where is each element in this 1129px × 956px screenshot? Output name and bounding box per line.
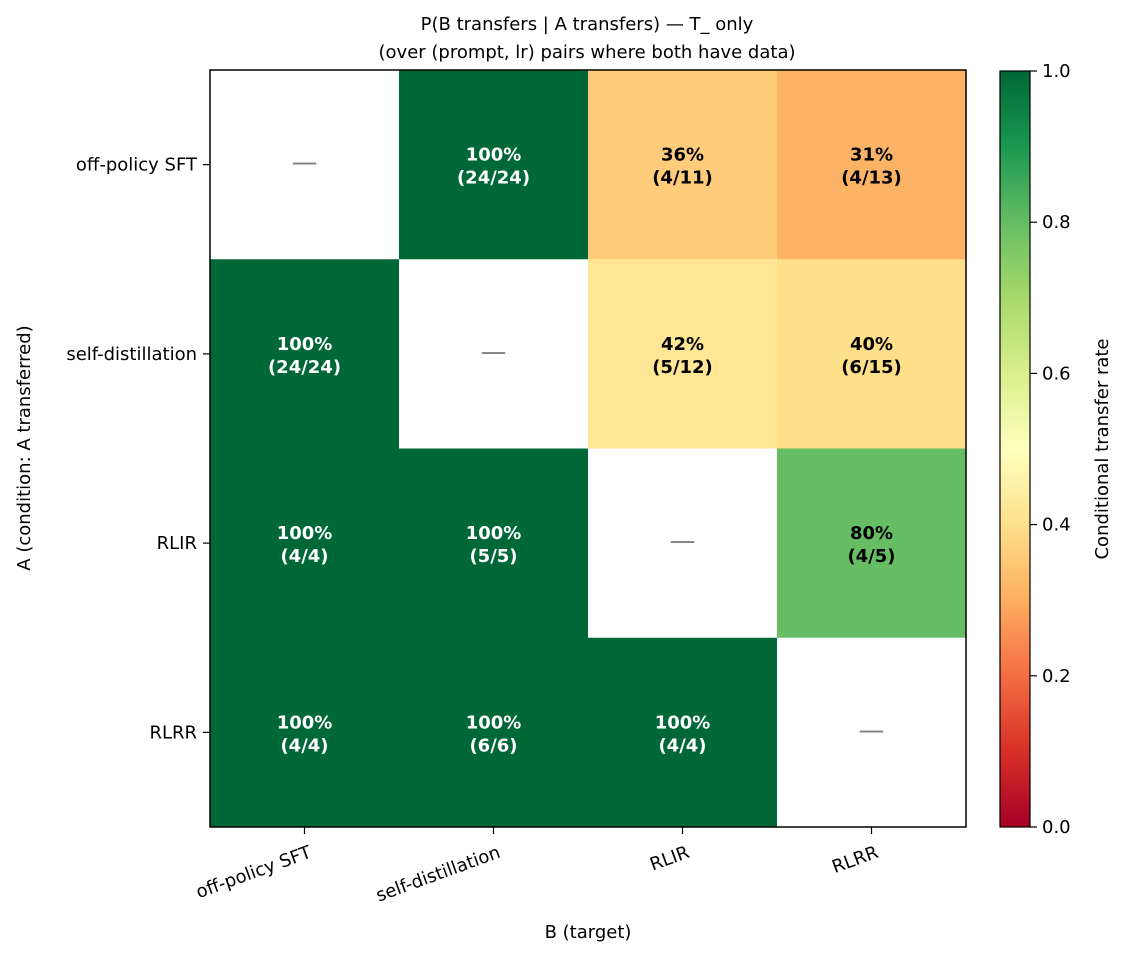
diagonal-mark-r1-c1: —	[481, 337, 507, 367]
cell-fraction-label: (4/5)	[847, 546, 895, 567]
plot-frame	[209, 69, 967, 828]
cell-percent-label: 100%	[466, 145, 522, 166]
x-tick-label: self-distillation	[373, 842, 503, 906]
cell-fraction-label: (4/4)	[280, 546, 328, 567]
cell-percent-label: 100%	[655, 712, 711, 733]
heatmap-cell-r3-c1	[399, 637, 589, 828]
heatmap-cell-r1-c1	[399, 259, 589, 449]
heatmap-cell-r2-c1	[399, 448, 589, 639]
heatmap-cell-r3-c0	[210, 637, 400, 828]
cell-fraction-label: (5/12)	[652, 357, 713, 378]
x-tick-label: RLIR	[647, 842, 692, 876]
cell-percent-label: 100%	[466, 712, 522, 733]
heatmap-cell-r1-c0	[210, 259, 400, 449]
cell-percent-label: 42%	[661, 334, 704, 355]
y-tick-label: RLIR	[157, 533, 197, 554]
y-tick-label: off-policy SFT	[76, 155, 198, 176]
cell-percent-label: 100%	[277, 712, 333, 733]
colorbar-tick-label: 0.2	[1042, 666, 1071, 687]
cell-fraction-label: (4/13)	[841, 168, 902, 189]
cell-fraction-label: (6/15)	[841, 357, 902, 378]
cell-percent-label: 100%	[277, 523, 333, 544]
heatmap-cell-r2-c3	[777, 448, 967, 639]
chart-title-line2: (over (prompt, lr) pairs where both have…	[379, 42, 796, 63]
cell-fraction-label: (5/5)	[469, 546, 517, 567]
cell-fraction-label: (24/24)	[268, 357, 341, 378]
cell-percent-label: 100%	[466, 523, 522, 544]
heatmap-cell-r3-c3	[777, 637, 967, 828]
cell-percent-label: 36%	[661, 145, 704, 166]
heatmap-cell-r1-c3	[777, 259, 967, 449]
colorbar-tick-label: 0.4	[1042, 515, 1071, 536]
diagonal-mark-r3-c3: —	[859, 715, 885, 745]
cell-percent-label: 40%	[850, 334, 893, 355]
heatmap-cell-r0-c1	[399, 70, 589, 260]
cell-percent-label: 31%	[850, 145, 893, 166]
x-tick-label: RLRR	[829, 842, 881, 878]
diagonal-mark-r2-c2: —	[670, 526, 696, 556]
cell-percent-label: 100%	[277, 334, 333, 355]
colorbar-tick-label: 0.0	[1042, 817, 1071, 838]
cell-percent-label: 80%	[850, 523, 893, 544]
chart-title-line1: P(B transfers | A transfers) — T_ only	[421, 14, 754, 35]
cell-fraction-label: (6/6)	[469, 735, 517, 756]
cell-fraction-label: (24/24)	[457, 168, 530, 189]
y-tick-label: self-distillation	[66, 344, 197, 365]
heatmap-cell-r3-c2	[588, 637, 778, 828]
y-axis-label: A (condition: A transferred)	[14, 325, 35, 570]
colorbar-tick-label: 0.8	[1042, 212, 1071, 233]
cell-fraction-label: (4/4)	[280, 735, 328, 756]
x-axis-label: B (target)	[545, 922, 632, 943]
colorbar-tick-label: 0.6	[1042, 363, 1071, 384]
heatmap-cell-r1-c2	[588, 259, 778, 449]
colorbar-ticks: 0.0 0.2 0.4 0.6 0.8 1.0	[1030, 61, 1071, 838]
colorbar	[999, 70, 1031, 828]
heatmap-cell-r2-c2	[588, 448, 778, 639]
colorbar-label: Conditional transfer rate	[1092, 338, 1113, 559]
y-tick-label: RLRR	[149, 722, 197, 743]
heatmap-cell-r0-c0	[210, 70, 400, 260]
heatmap-cell-r0-c3	[777, 70, 967, 260]
cell-fraction-label: (4/11)	[652, 168, 713, 189]
colorbar-tick-label: 1.0	[1042, 61, 1071, 82]
heatmap-cell-r0-c2	[588, 70, 778, 260]
x-tick-label: off-policy SFT	[193, 842, 315, 903]
diagonal-mark-r0-c0: —	[292, 148, 318, 178]
cell-fraction-label: (4/4)	[658, 735, 706, 756]
heatmap-cell-r2-c0	[210, 448, 400, 639]
heatmap-cells: —100%(24/24)36%(4/11)31%(4/13)100%(24/24…	[210, 70, 967, 828]
